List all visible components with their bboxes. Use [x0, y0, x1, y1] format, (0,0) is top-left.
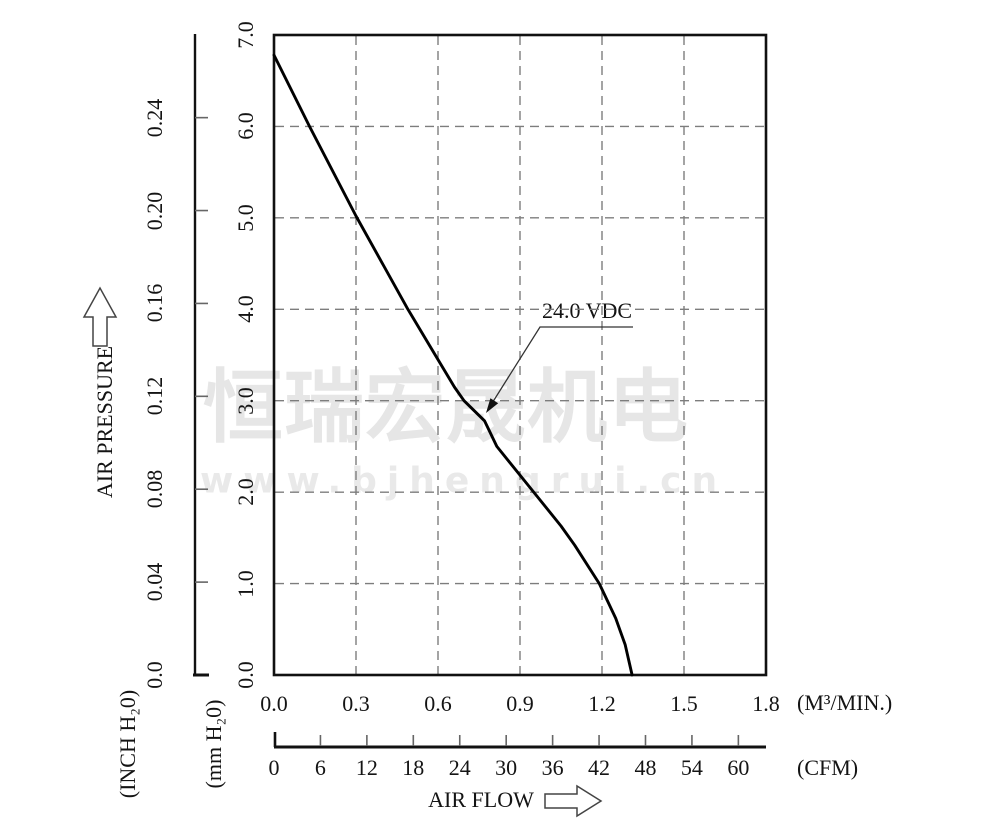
y-axis-mm-tick-label: 7.0 — [233, 21, 258, 49]
air-flow-right-arrow-icon — [544, 784, 603, 818]
x-axis-m3-tick-label: 1.2 — [588, 691, 616, 716]
y-axis-inch-tick-label: 0.08 — [142, 469, 167, 509]
x-axis-m3-tick-label: 1.5 — [670, 691, 698, 716]
x-axis-m3-tick-label: 0.0 — [260, 691, 288, 716]
y-axis-inch-tick-label: 0.04 — [142, 562, 167, 602]
x-axis-m3-tick-label: 0.3 — [342, 691, 370, 716]
x-axis-cfm-tick-label: 36 — [541, 755, 564, 780]
y-axis-inch-tick-label: 0.24 — [142, 98, 167, 137]
x-axis-cfm-tick-label: 12 — [355, 755, 378, 780]
curve-voltage-label: 24.0 VDC — [541, 298, 633, 323]
watermark-company: 恒瑞宏晟机电 — [203, 361, 689, 454]
y-axis-mm-tick-label: 4.0 — [233, 295, 258, 324]
y-axis-title: AIR PRESSURE — [92, 345, 117, 499]
x-axis-cfm-tick-label: 18 — [402, 755, 425, 780]
x-axis-m3-tick-label: 0.6 — [424, 691, 452, 716]
y-axis-mm-tick-label: 5.0 — [233, 204, 258, 232]
y-axis-inch-tick-label: 0.0 — [142, 661, 167, 689]
watermark-website: www.bjhengrui.cn — [200, 460, 728, 502]
y-axis-inch-tick-label: 0.12 — [142, 377, 167, 416]
air-pressure-up-arrow-icon — [82, 286, 118, 347]
x-axis-cfm-tick-label: 48 — [634, 755, 657, 780]
x-axis-cfm-unit-label: (CFM) — [797, 755, 859, 780]
x-axis-cfm-tick-label: 6 — [314, 755, 326, 780]
y-axis-mm-tick-label: 1.0 — [233, 569, 258, 598]
x-axis-cfm-tick-label: 30 — [495, 755, 518, 780]
y-axis-inch-unit-label: (INCH H₂0) — [115, 689, 140, 799]
y-axis-mm-tick-label: 2.0 — [233, 478, 258, 506]
x-axis-cfm-tick-label: 0 — [268, 755, 280, 780]
y-axis-mm-tick-label: 6.0 — [233, 112, 258, 141]
x-axis-cfm-tick-label: 54 — [680, 755, 703, 780]
x-axis-cfm-tick-label: 24 — [448, 755, 471, 780]
x-axis-cfm-tick-label: 60 — [727, 755, 750, 780]
x-axis-title: AIR FLOW — [428, 787, 534, 812]
x-axis-m3-tick-label: 0.9 — [506, 691, 534, 716]
x-axis-cfm-tick-label: 42 — [588, 755, 611, 780]
y-axis-mm-tick-label: 0.0 — [233, 661, 258, 689]
x-axis-m3-unit-label: (M³/MIN.) — [797, 690, 893, 715]
y-axis-mm-unit-label: (mm H₂0) — [201, 699, 226, 789]
y-axis-inch-tick-label: 0.16 — [142, 284, 167, 323]
x-axis-m3-tick-label: 1.8 — [752, 691, 780, 716]
y-axis-inch-tick-label: 0.20 — [142, 191, 167, 230]
y-axis-mm-tick-label: 3.0 — [233, 386, 258, 415]
